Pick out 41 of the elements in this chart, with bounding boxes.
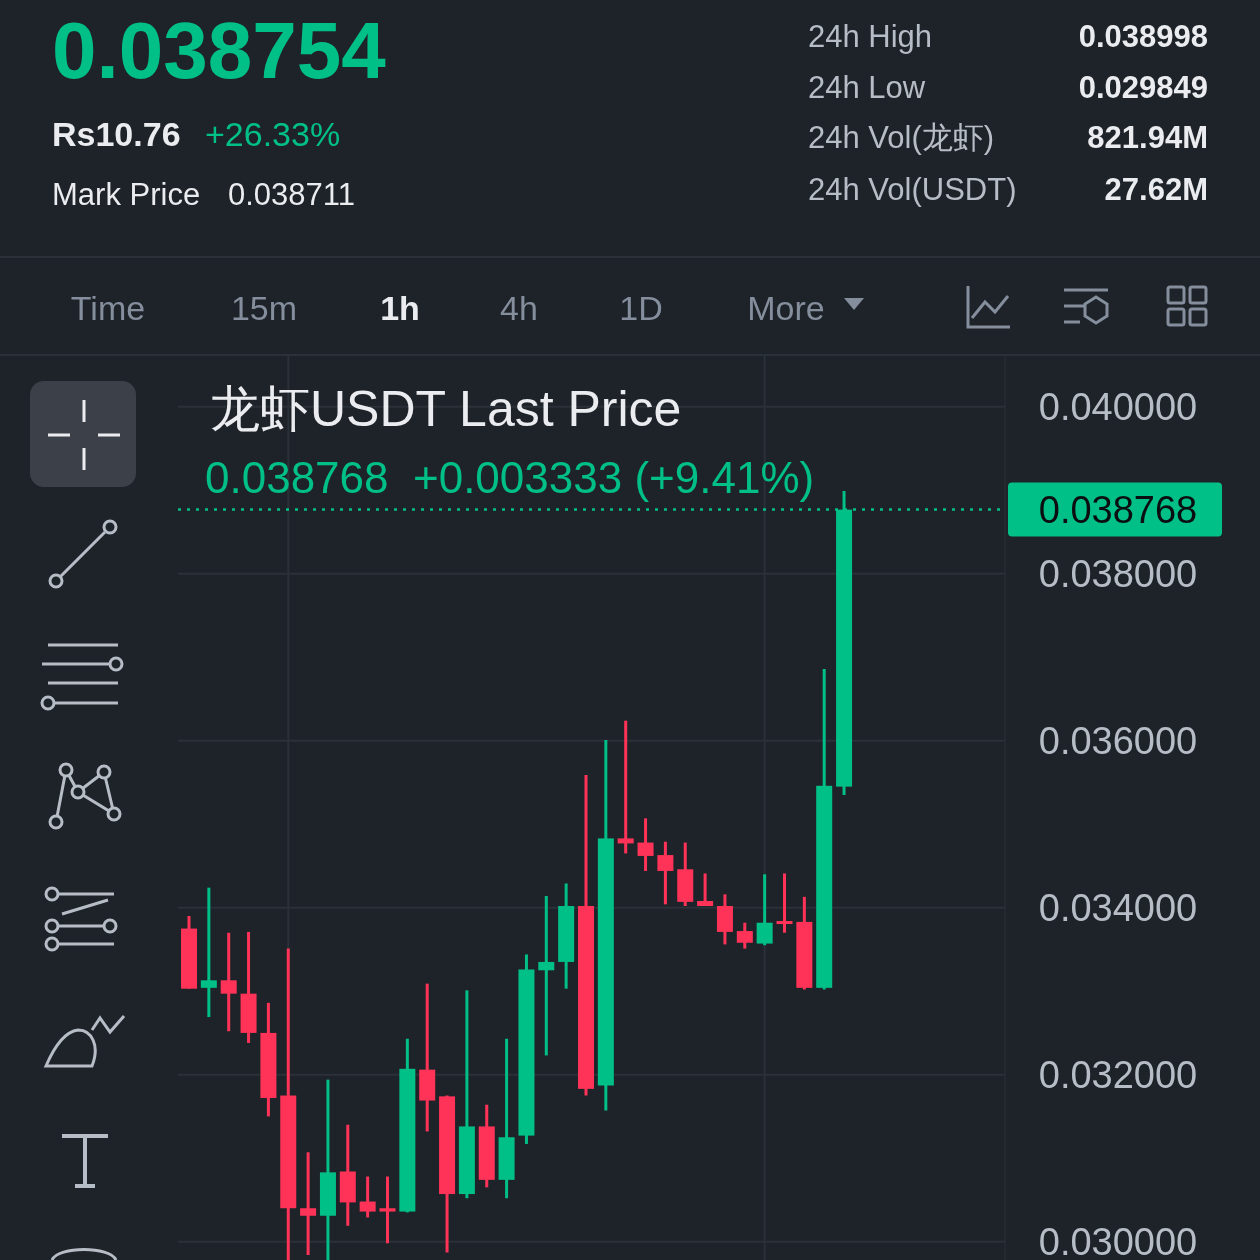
y-tick-label: 0.032000 — [1038, 1053, 1198, 1096]
y-tick-label: 0.036000 — [1038, 719, 1198, 762]
text: +26.33% — [205, 115, 341, 153]
text: Time — [70, 289, 146, 327]
text: 0.029849 — [1078, 70, 1208, 105]
text: Mark Price — [52, 177, 201, 212]
candlestick — [776, 873, 793, 933]
y-tick-label: 0.030000 — [1038, 1220, 1198, 1260]
text: 24h Vol(USDT) — [808, 172, 1017, 207]
y-tick-label: 0.040000 — [1038, 385, 1198, 428]
text: 0.038711 — [228, 177, 355, 212]
text: 24h Vol(龙虾) — [808, 120, 995, 155]
text: Rs10.76 — [52, 115, 181, 153]
text: 24h Low — [808, 70, 926, 105]
candlestick — [538, 896, 555, 1056]
text: 821.94M — [1087, 120, 1208, 155]
text: 4h — [500, 289, 538, 327]
text: 0.038754 — [52, 6, 387, 95]
text: 龙虾USDT Last Price — [210, 381, 682, 437]
text: 1h — [380, 289, 420, 327]
text: 15m — [230, 289, 298, 327]
y-tick-label: 0.038000 — [1038, 552, 1198, 595]
text: 0.038998 — [1078, 19, 1208, 54]
y-tick-label: 0.034000 — [1038, 886, 1198, 929]
candlestick — [736, 922, 753, 949]
text: More — [747, 289, 825, 327]
candlestick — [300, 1152, 317, 1255]
candlestick — [657, 841, 674, 905]
candlestick — [379, 1176, 396, 1244]
candlestick — [200, 887, 217, 1019]
candlestick — [617, 720, 634, 854]
candlestick — [756, 874, 773, 946]
text: 27.62M — [1104, 172, 1208, 207]
text: 1D — [619, 289, 663, 327]
ref-line-label: 0.038768 — [1038, 488, 1198, 531]
candlestick — [697, 873, 714, 907]
candlestick — [359, 1176, 376, 1218]
text: 0.038768 +0.003333 (+9.41%) — [205, 453, 815, 502]
candlestick — [637, 818, 654, 871]
text: 24h High — [808, 19, 933, 54]
candlestick — [220, 932, 237, 1032]
